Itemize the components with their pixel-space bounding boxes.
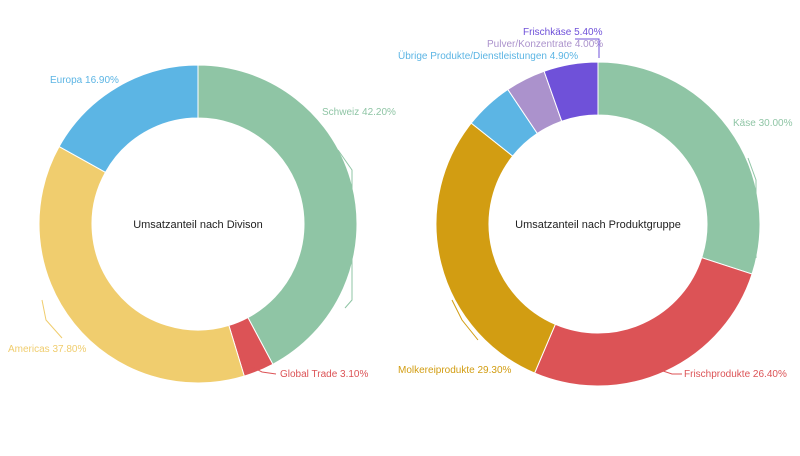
slice-frischprodukte[interactable]	[533, 257, 753, 387]
slice-molkereiprodukte[interactable]	[435, 122, 556, 374]
slice-label-europa: Europa 16.90%	[50, 75, 119, 86]
donut-chart-2: Käse 30.00% Frischprodukte 26.40% Molkerei…	[398, 27, 793, 387]
slice-label-global-trade: Global Trade 3.10%	[280, 369, 368, 380]
slice-label-schweiz: Schweiz 42.20%	[322, 107, 396, 118]
slice-label-americas: Americas 37.80%	[8, 344, 86, 355]
leader-line-frischkaese	[575, 38, 600, 58]
chart-center-title: Umsatzanteil nach Divison	[133, 219, 263, 231]
slice-label-pulver-konzentrate: Pulver/Konzentrate 4.00%	[487, 39, 603, 50]
leader-line-global-trade	[251, 366, 277, 375]
leader-line-americas	[41, 299, 63, 339]
slice-europa[interactable]	[58, 64, 199, 174]
slice-kaese[interactable]	[597, 61, 761, 275]
slice-label-kaese: Käse 30.00%	[733, 118, 793, 129]
slice-label-molkereiprodukte: Molkereiprodukte 29.30%	[398, 365, 512, 376]
chart-center-title: Umsatzanteil nach Produktgruppe	[515, 219, 681, 231]
slice-label-frischkaese: Frischkäse 5.40%	[523, 27, 603, 38]
slice-frischkaese[interactable]	[543, 61, 599, 122]
slice-label-frischprodukte: Frischprodukte 26.40%	[684, 369, 787, 380]
slice-schweiz[interactable]	[197, 64, 358, 365]
leader-line-molkereiprodukte	[451, 299, 479, 341]
leader-line-kaese	[747, 157, 757, 258]
leader-line-schweiz	[337, 149, 353, 309]
donut-chart-1: Schweiz 42.20% Global Trade 3.10% Americas…	[8, 64, 396, 384]
slice-label-uebrige-produkte-dienstleistungen: Übrige Produkte/Dienstleistungen 4.90%	[398, 50, 578, 62]
slice-americas[interactable]	[38, 145, 245, 384]
leader-line-frischprodukte	[659, 369, 682, 375]
